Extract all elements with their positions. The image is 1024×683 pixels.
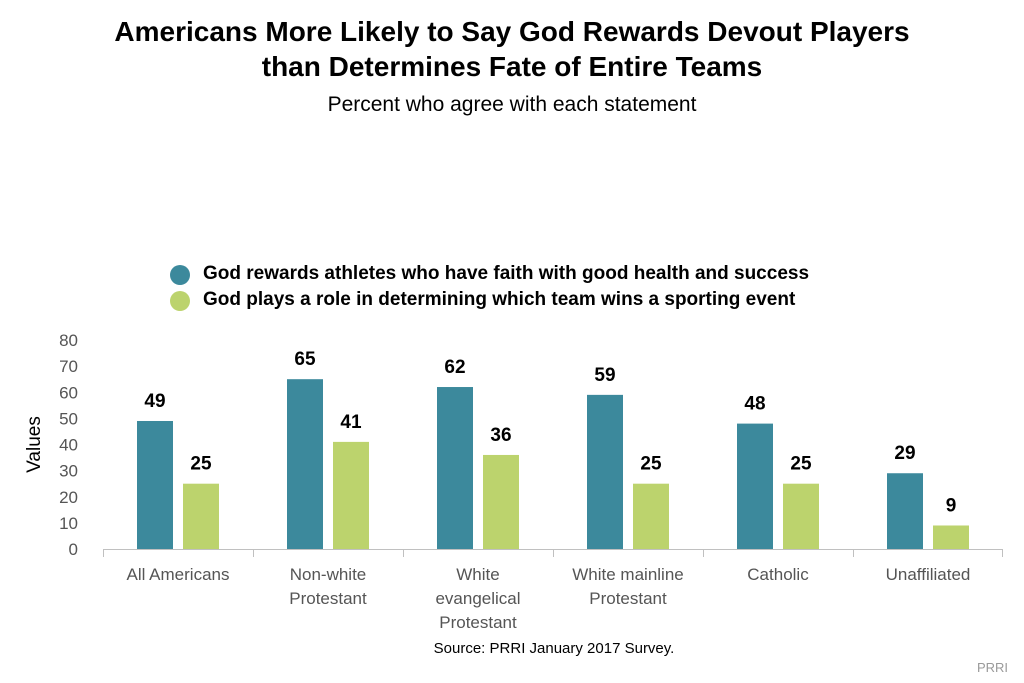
data-label-series-1: 65 (294, 349, 316, 370)
x-category-label-line: All Americans (127, 565, 230, 584)
data-label-series-2: 25 (790, 454, 812, 475)
data-label-series-1: 62 (444, 357, 465, 378)
bar-series-2 (333, 441, 369, 549)
bar-series-1 (287, 379, 323, 549)
data-label-series-2: 41 (340, 412, 362, 433)
chart-title: Americans More Likely to Say God Rewards… (0, 14, 1024, 84)
y-axis-title: Values (24, 416, 45, 473)
x-category-label-line: Protestant (439, 613, 517, 632)
y-tick-label: 20 (59, 488, 78, 507)
plot-area: 0 10 20 30 40 50 60 70 80 Values 49 25 All Americans… (24, 331, 1003, 632)
x-category-label-line: Protestant (589, 589, 667, 608)
bar-series-1 (887, 473, 923, 549)
data-label-series-1: 29 (894, 443, 915, 464)
data-label-series-2: 25 (190, 454, 212, 475)
x-category-label: All Americans (127, 565, 230, 584)
legend-label-series-1: God rewards athletes who have faith with… (203, 263, 810, 284)
y-tick-label: 40 (59, 436, 78, 455)
data-label-series-1: 48 (744, 394, 765, 415)
x-category-label-line: White (456, 565, 499, 584)
x-category-label: Unaffiliated (886, 565, 971, 584)
bar-series-1 (737, 423, 773, 549)
y-tick-label: 50 (59, 409, 78, 428)
bar-series-2 (183, 483, 219, 549)
bar-series-2 (933, 525, 969, 549)
bar-series-2 (483, 454, 519, 549)
y-tick-label: 70 (59, 357, 78, 376)
legend-label-series-2: God plays a role in determining which te… (203, 289, 796, 310)
y-tick-label: 30 (59, 462, 78, 481)
y-tick-label: 60 (59, 383, 78, 402)
x-category-label-line: White mainline (572, 565, 684, 584)
data-label-series-2: 36 (490, 425, 511, 446)
data-label-series-1: 59 (594, 365, 615, 386)
y-tick-label: 80 (59, 331, 78, 350)
x-category-label: White mainline Protestant (572, 565, 684, 608)
bar-series-1 (137, 420, 173, 549)
x-category-label-line: Unaffiliated (886, 565, 971, 584)
y-tick-label: 0 (69, 540, 78, 559)
data-label-series-1: 49 (144, 391, 165, 412)
x-category-label-line: Catholic (747, 565, 809, 584)
chart-subtitle: Percent who agree with each statement (327, 93, 697, 116)
legend-swatch-series-2 (170, 291, 190, 311)
data-label-series-2: 25 (640, 454, 662, 475)
y-tick-label: 10 (59, 514, 78, 533)
x-category-label: Catholic (747, 565, 809, 584)
x-category-label-line: evangelical (435, 589, 520, 608)
x-category-label-line: Non-white (290, 565, 367, 584)
credit-label: PRRI (976, 660, 1008, 675)
x-category-label: Non-white Protestant (289, 565, 367, 608)
x-category-label: White evangelical Protestant (435, 565, 520, 632)
chart-title-line-2: than Determines Fate of Entire Teams (261, 51, 763, 82)
bar-series-1 (437, 387, 473, 549)
legend-swatch-series-1 (170, 265, 190, 285)
data-label-series-2: 9 (946, 495, 957, 516)
bar-series-1 (587, 394, 623, 549)
bar-series-2 (783, 483, 819, 549)
chart-title-line-1: Americans More Likely to Say God Rewards… (114, 16, 910, 47)
source-note: Source: PRRI January 2017 Survey. (433, 640, 675, 657)
bar-series-2 (633, 483, 669, 549)
x-category-label-line: Protestant (289, 589, 367, 608)
